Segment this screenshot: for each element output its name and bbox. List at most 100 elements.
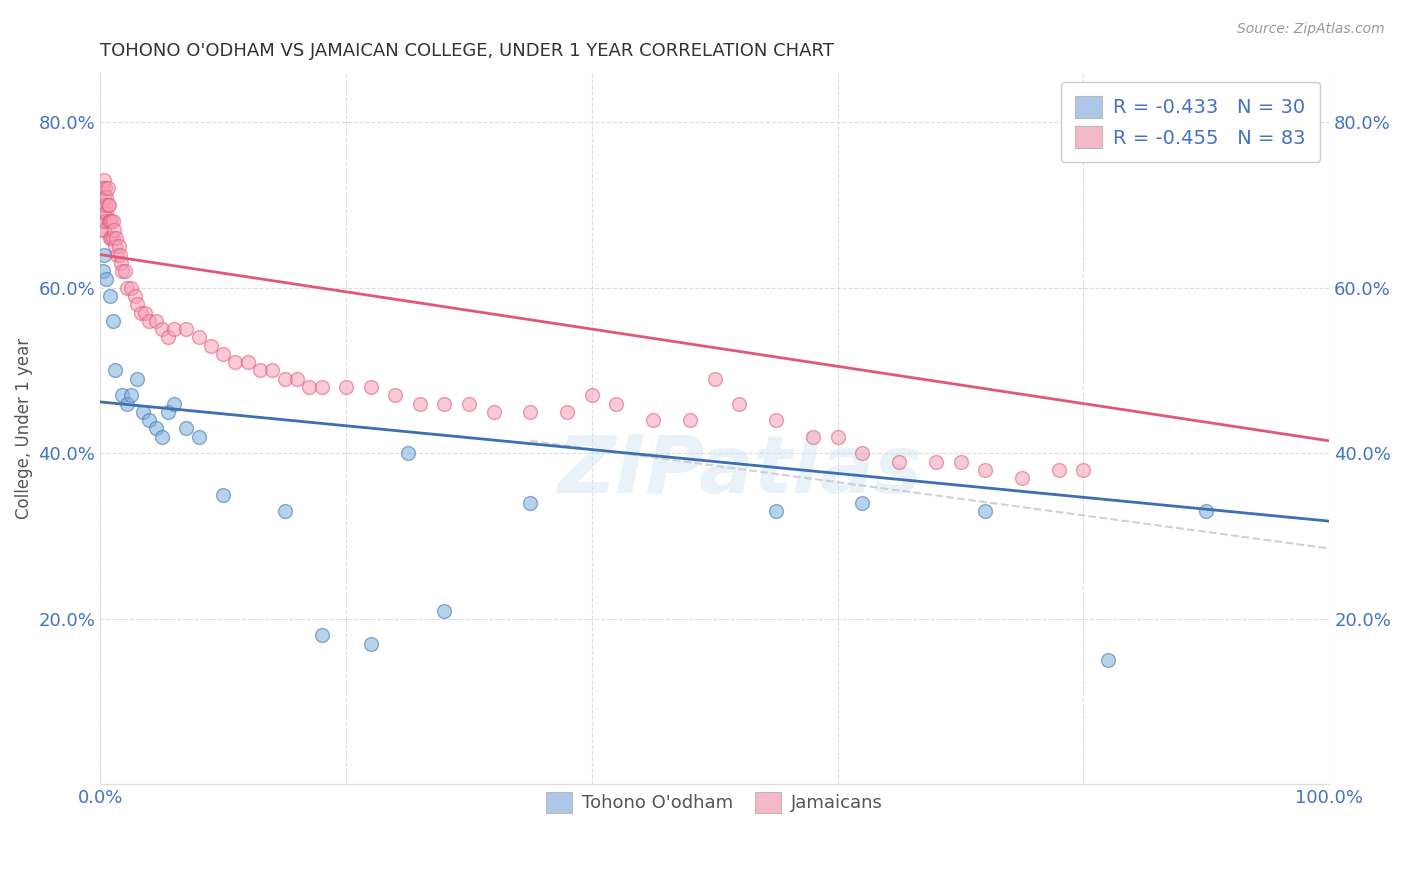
Point <box>94 181 117 195</box>
Point <box>145 314 167 328</box>
Point <box>98 231 121 245</box>
Point <box>728 396 751 410</box>
Point <box>117 396 139 410</box>
Point <box>107 239 129 253</box>
Point <box>409 396 432 410</box>
Point <box>433 396 456 410</box>
Point <box>236 355 259 369</box>
Point <box>101 314 124 328</box>
Point <box>335 380 357 394</box>
Point <box>827 430 849 444</box>
Point <box>104 363 127 377</box>
Point <box>679 413 702 427</box>
Text: ZIPatlas: ZIPatlas <box>557 432 922 510</box>
Point <box>96 206 118 220</box>
Point <box>974 504 997 518</box>
Point <box>97 198 120 212</box>
Point <box>925 454 948 468</box>
Point <box>101 214 124 228</box>
Point <box>91 223 114 237</box>
Point <box>273 504 295 518</box>
Point <box>458 396 481 410</box>
Point <box>93 247 115 261</box>
Legend: Tohono O'odham, Jamaicans: Tohono O'odham, Jamaicans <box>534 779 896 825</box>
Point <box>132 405 155 419</box>
Point <box>163 396 186 410</box>
Point <box>703 372 725 386</box>
Point <box>100 231 122 245</box>
Point <box>765 504 787 518</box>
Point <box>1011 471 1033 485</box>
Point <box>1047 463 1070 477</box>
Point <box>127 372 149 386</box>
Point <box>1097 653 1119 667</box>
Point <box>103 223 125 237</box>
Y-axis label: College, Under 1 year: College, Under 1 year <box>15 338 32 519</box>
Point <box>138 314 160 328</box>
Point <box>104 239 127 253</box>
Point <box>212 488 235 502</box>
Point <box>120 281 142 295</box>
Point <box>156 405 179 419</box>
Point <box>176 421 198 435</box>
Point <box>138 413 160 427</box>
Text: Source: ZipAtlas.com: Source: ZipAtlas.com <box>1237 22 1385 37</box>
Point <box>105 231 128 245</box>
Point <box>974 463 997 477</box>
Point <box>97 198 120 212</box>
Point <box>262 363 284 377</box>
Point <box>91 198 114 212</box>
Point <box>98 289 121 303</box>
Point <box>100 214 122 228</box>
Point <box>949 454 972 468</box>
Point <box>101 231 124 245</box>
Point <box>801 430 824 444</box>
Point <box>97 214 120 228</box>
Point <box>187 430 209 444</box>
Point <box>90 198 112 212</box>
Point <box>124 289 146 303</box>
Point <box>519 496 541 510</box>
Point <box>163 322 186 336</box>
Point <box>482 405 505 419</box>
Point <box>765 413 787 427</box>
Point <box>887 454 910 468</box>
Point <box>396 446 419 460</box>
Point <box>519 405 541 419</box>
Point <box>1195 504 1218 518</box>
Point <box>93 223 115 237</box>
Point <box>94 214 117 228</box>
Point <box>90 181 112 195</box>
Point <box>98 214 121 228</box>
Point <box>91 181 114 195</box>
Point <box>127 297 149 311</box>
Point <box>117 281 139 295</box>
Point <box>187 330 209 344</box>
Point <box>94 198 117 212</box>
Point <box>93 173 115 187</box>
Point <box>96 272 118 286</box>
Point <box>581 388 603 402</box>
Point <box>93 189 115 203</box>
Point <box>93 206 115 220</box>
Point <box>120 388 142 402</box>
Point <box>212 347 235 361</box>
Text: TOHONO O'ODHAM VS JAMAICAN COLLEGE, UNDER 1 YEAR CORRELATION CHART: TOHONO O'ODHAM VS JAMAICAN COLLEGE, UNDE… <box>100 42 834 60</box>
Point <box>224 355 246 369</box>
Point <box>129 305 152 319</box>
Point <box>90 214 112 228</box>
Point <box>311 628 333 642</box>
Point <box>176 322 198 336</box>
Point <box>114 264 136 278</box>
Point <box>273 372 295 386</box>
Point <box>110 256 132 270</box>
Point <box>156 330 179 344</box>
Point <box>384 388 406 402</box>
Point <box>643 413 665 427</box>
Point <box>433 603 456 617</box>
Point <box>150 322 173 336</box>
Point <box>111 264 134 278</box>
Point <box>108 247 131 261</box>
Point <box>311 380 333 394</box>
Point <box>285 372 308 386</box>
